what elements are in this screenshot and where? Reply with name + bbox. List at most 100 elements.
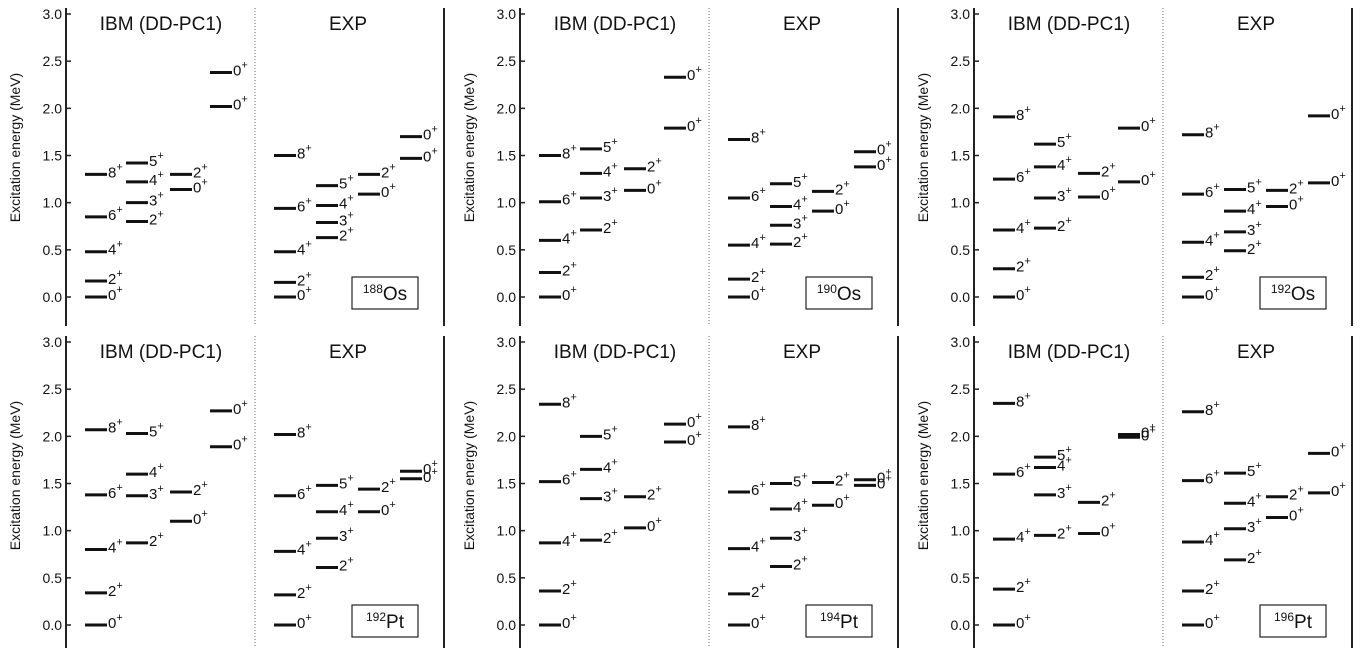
level-label: 3+	[793, 525, 808, 545]
level-label: 0+	[562, 284, 577, 304]
parity-sup: +	[1109, 184, 1115, 196]
y-tick-label: 3.0	[497, 6, 517, 22]
level-label: 3+	[1247, 219, 1262, 239]
parity-sup: +	[241, 398, 247, 410]
parity-sup: +	[1065, 154, 1071, 166]
parity-sup: +	[116, 284, 122, 296]
y-tick-label: 2.0	[951, 100, 971, 116]
parity-sup: +	[1024, 217, 1030, 229]
level-label: 5+	[339, 472, 354, 492]
parity-sup: +	[1213, 529, 1219, 541]
level-label: 0+	[751, 612, 766, 632]
level-label: 8+	[108, 417, 123, 437]
level-label: 0+	[297, 612, 312, 632]
level-label: 0+	[1016, 284, 1031, 304]
level-label: 0+	[1016, 612, 1031, 632]
level-label: 0+	[1331, 103, 1346, 123]
parity-sup: +	[801, 554, 807, 566]
parity-sup: +	[695, 429, 701, 441]
parity-sup: +	[157, 190, 163, 202]
element-symbol: Os	[1291, 284, 1315, 305]
parity-sup: +	[305, 284, 311, 296]
level-label: 0+	[687, 429, 702, 449]
level-scheme-panel: 0.0 0.5 1.0 1.5 2.0 2.5 3.0 Excitation energy (…	[461, 6, 899, 326]
element-symbol: Pt	[1294, 612, 1313, 633]
parity-sup: +	[570, 227, 576, 239]
parity-sup: +	[801, 231, 807, 243]
parity-sup: +	[1339, 440, 1345, 452]
level-label: 2+	[339, 554, 354, 574]
level-label: 5+	[1247, 176, 1262, 196]
parity-sup: +	[611, 423, 617, 435]
level-label: 0+	[835, 492, 850, 512]
level-label: 0+	[1331, 440, 1346, 460]
parity-sup: +	[1255, 176, 1261, 188]
parity-sup: +	[1213, 399, 1219, 411]
parity-sup: +	[1255, 219, 1261, 231]
parity-sup: +	[1213, 468, 1219, 480]
level-label: 4+	[1247, 198, 1262, 218]
parity-sup: +	[389, 499, 395, 511]
level-label: 2+	[1016, 576, 1031, 596]
parity-sup: +	[611, 456, 617, 468]
parity-sup: +	[157, 530, 163, 542]
level-label: 3+	[149, 190, 164, 210]
parity-sup: +	[611, 486, 617, 498]
level-label: 8+	[562, 143, 577, 163]
level-label: 0+	[1331, 170, 1346, 190]
level-label: 8+	[1205, 122, 1220, 142]
y-tick-label: 1.5	[951, 148, 971, 164]
nucleus-label: 194Pt	[820, 610, 859, 633]
level-label: 4+	[1016, 526, 1031, 546]
parity-sup: +	[1255, 547, 1261, 559]
level-label: 6+	[1205, 181, 1220, 201]
parity-sup: +	[759, 581, 765, 593]
level-label: 8+	[108, 161, 123, 181]
parity-sup: +	[1109, 489, 1115, 501]
level-label: 5+	[149, 150, 164, 170]
parity-sup: +	[1339, 103, 1345, 115]
parity-sup: +	[885, 139, 891, 151]
parity-sup: +	[1024, 284, 1030, 296]
parity-sup: +	[801, 525, 807, 537]
level-label: 4+	[793, 496, 808, 516]
level-label: 2+	[603, 217, 618, 237]
y-tick-label: 1.0	[951, 523, 971, 539]
parity-sup: +	[1109, 520, 1115, 532]
parity-sup: +	[241, 59, 247, 71]
y-tick-label: 0.0	[497, 289, 517, 305]
y-tick-label: 1.5	[497, 148, 517, 164]
y-tick-label: 0.0	[43, 289, 63, 305]
nucleus-label: 196Pt	[1274, 610, 1313, 633]
parity-sup: +	[305, 143, 311, 155]
mass-number: 196	[1274, 610, 1294, 624]
level-label: 3+	[1247, 516, 1262, 536]
level-label: 0+	[423, 124, 438, 144]
level-label: 0+	[562, 612, 577, 632]
level-label: 2+	[1057, 522, 1072, 542]
level-label: 6+	[1016, 166, 1031, 186]
level-label: 2+	[1289, 484, 1304, 504]
level-label: 6+	[297, 195, 312, 215]
parity-sup: +	[347, 173, 353, 185]
y-axis-title: Excitation energy (MeV)	[461, 401, 477, 550]
level-label: 0+	[233, 59, 248, 79]
level-label: 8+	[1016, 390, 1031, 410]
parity-sup: +	[759, 185, 765, 197]
level-label: 3+	[603, 486, 618, 506]
y-tick-label: 3.0	[951, 6, 971, 22]
level-label: 4+	[339, 499, 354, 519]
parity-sup: +	[1213, 578, 1219, 590]
level-label: 2+	[793, 231, 808, 251]
level-label: 2+	[381, 161, 396, 181]
parity-sup: +	[116, 239, 122, 251]
parity-sup: +	[1255, 198, 1261, 210]
mass-number: 194	[820, 610, 840, 624]
level-label: 2+	[1101, 489, 1116, 509]
parity-sup: +	[1065, 131, 1071, 143]
nucleus-box	[1259, 604, 1327, 638]
parity-sup: +	[570, 578, 576, 590]
mass-number: 192	[366, 610, 386, 624]
level-label: 2+	[149, 209, 164, 229]
nucleus-label: 192Os	[1271, 282, 1315, 305]
